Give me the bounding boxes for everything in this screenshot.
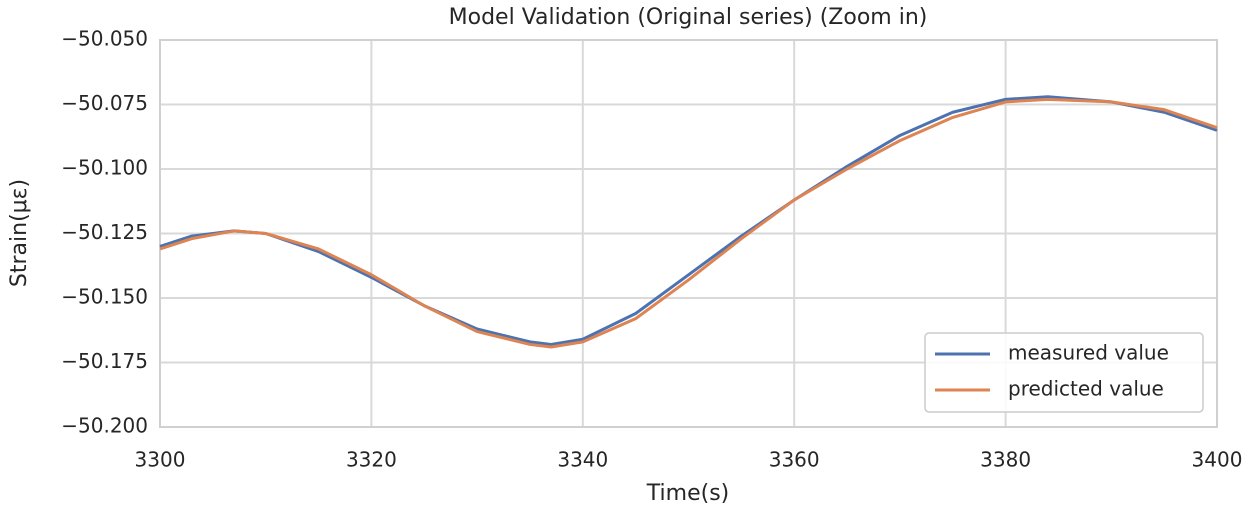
y-axis-label: Strain(με) [7,179,32,287]
x-tick-label: 3300 [135,448,186,472]
x-tick-label: 3340 [557,448,608,472]
y-tick-label: −50.075 [61,91,148,115]
y-tick-label: −50.200 [61,414,148,438]
y-tick-label: −50.150 [61,285,148,309]
chart-title: Model Validation (Original series) (Zoom… [449,5,928,30]
y-tick-label: −50.050 [61,27,148,51]
y-tick-label: −50.175 [61,349,148,373]
legend-label: measured value [1008,341,1169,365]
x-tick-label: 3320 [346,448,397,472]
x-tick-label: 3360 [769,448,820,472]
y-tick-label: −50.125 [61,220,148,244]
legend-label: predicted value [1008,377,1164,401]
series-line [159,97,1218,349]
x-tick-label: 3380 [980,448,1031,472]
x-axis-label: Time(s) [646,481,729,506]
series-line [159,95,1218,346]
plot-frame [159,39,1218,428]
x-tick-label: 3400 [1192,448,1243,472]
legend-box [924,332,1204,413]
y-tick-label: −50.100 [61,156,148,180]
